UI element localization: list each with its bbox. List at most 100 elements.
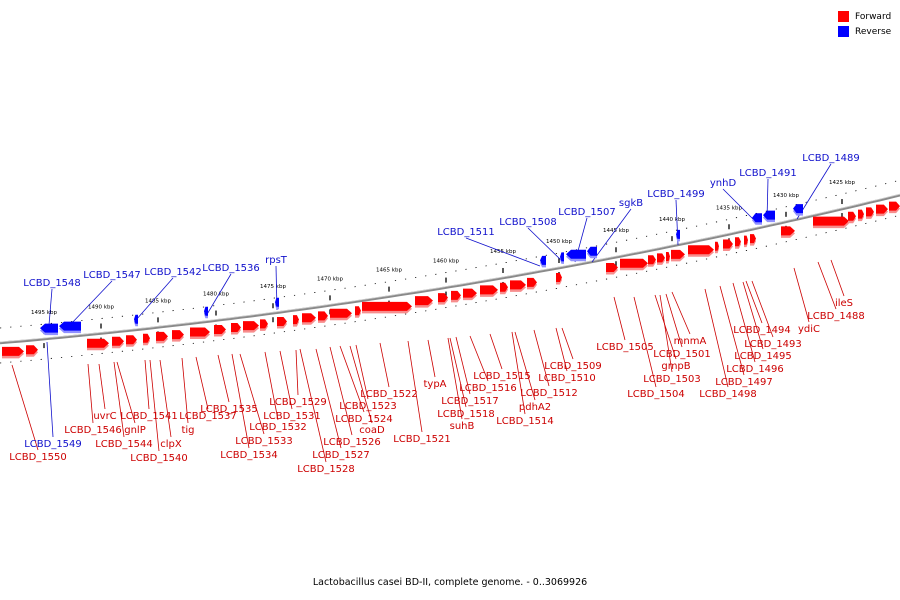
forward-gene-label: LCBD_1544 <box>95 439 153 450</box>
scale-label: 1445 kbp <box>603 228 629 234</box>
forward-gene <box>750 234 756 244</box>
forward-gene-label-leader <box>113 361 125 438</box>
legend-reverse: Reverse <box>838 24 898 39</box>
forward-gene <box>26 345 38 355</box>
forward-gene-label: LCBD_1550 <box>9 452 67 463</box>
forward-gene-label-leader <box>469 335 489 382</box>
legend-forward: Forward <box>838 9 898 24</box>
forward-gene-label-leader <box>181 357 189 424</box>
reverse-gene <box>134 314 138 324</box>
reverse-gene-label-leader <box>205 273 232 317</box>
reverse-gene <box>40 323 58 333</box>
forward-gene <box>112 336 124 346</box>
forward-gene-label: LCBD_1532 <box>249 422 307 433</box>
forward-gene-label: LCBD_1537 <box>179 411 237 422</box>
forward-gene <box>500 282 508 292</box>
forward-gene-label: typA <box>423 379 446 390</box>
forward-gene <box>735 237 741 247</box>
genome-caption: Lactobacillus casei BD-II, complete geno… <box>312 577 588 588</box>
forward-gene-label-leader <box>264 351 279 421</box>
forward-gene-label-leader <box>659 294 673 373</box>
reverse-gene-label: rpsT <box>265 255 288 266</box>
forward-gene-label-leader <box>427 339 436 378</box>
forward-gene-label-leader <box>87 363 94 424</box>
forward-gene-label-leader <box>159 359 172 438</box>
forward-gene <box>355 306 361 316</box>
forward-gene-label-leader <box>449 337 467 408</box>
reverse-gene <box>566 249 586 259</box>
scale-label: 1480 kbp <box>203 292 229 298</box>
forward-gene <box>688 245 714 255</box>
forward-gene-label: ydiC <box>798 324 820 335</box>
forward-gene-label: LCBD_1540 <box>130 453 188 464</box>
forward-gene-label-leader <box>455 336 471 395</box>
forward-gene-label-leader <box>654 294 677 360</box>
forward-gene-label-leader <box>349 345 373 424</box>
reverse-gene-label-leader <box>48 288 53 326</box>
upper-dotted-track <box>0 179 900 329</box>
forward-gene-label: gmpB <box>661 361 690 372</box>
forward-gene-label: LCBD_1531 <box>263 411 321 422</box>
forward-gene-label: pdhA2 <box>519 402 551 413</box>
forward-gene <box>231 323 241 332</box>
forward-gene <box>330 308 352 318</box>
forward-gene-label: LCBD_1518 <box>437 409 495 420</box>
forward-gene-label: LCBD_1496 <box>726 364 784 375</box>
reverse-gene-label-leader <box>591 208 632 263</box>
forward-gene-label-leader <box>817 261 837 310</box>
scale-label: 1430 kbp <box>773 193 799 199</box>
forward-gene-label-leader <box>742 281 764 350</box>
scale-label: 1460 kbp <box>433 259 459 265</box>
reverse-legend-label: Reverse <box>855 26 892 37</box>
forward-gene <box>781 226 795 236</box>
forward-swatch <box>838 11 849 22</box>
reverse-gene <box>59 321 81 331</box>
forward-gene-label: LCBD_1522 <box>360 389 418 400</box>
reverse-gene-label: LCBD_1508 <box>499 217 557 228</box>
forward-gene-label-leader <box>231 353 250 449</box>
forward-gene <box>620 258 648 268</box>
forward-gene-label: LCBD_1488 <box>807 311 865 322</box>
forward-gene-label-leader <box>533 329 550 387</box>
forward-gene-label: LCBD_1529 <box>269 397 327 408</box>
forward-gene-label-leader <box>514 331 536 401</box>
forward-gene <box>510 280 526 290</box>
forward-gene <box>648 255 656 265</box>
forward-gene <box>527 277 537 287</box>
forward-gene <box>889 201 900 211</box>
forward-gene-label-leader <box>745 280 763 324</box>
forward-gene-label-leader <box>315 348 342 449</box>
forward-gene-label-leader <box>561 327 574 360</box>
forward-gene-label: ileS <box>835 298 853 309</box>
forward-gene-label-leader <box>98 363 106 410</box>
forward-gene-label: LCBD_1541 <box>120 411 178 422</box>
forward-gene <box>744 235 748 245</box>
reverse-gene-label: LCBD_1511 <box>437 227 495 238</box>
forward-gene-label: LCBD_1517 <box>441 396 499 407</box>
reverse-gene-label-leader <box>46 341 54 438</box>
reverse-gene-label: LCBD_1542 <box>144 267 202 278</box>
reverse-gene <box>275 297 279 307</box>
forward-gene-label: LCBD_1535 <box>200 404 258 415</box>
scale-label: 1440 kbp <box>659 217 685 223</box>
scale-label: 1485 kbp <box>145 298 171 304</box>
forward-gene-label: LCBD_1503 <box>643 374 701 385</box>
forward-gene-label-leader <box>329 346 353 436</box>
forward-gene-label-leader <box>355 344 369 400</box>
forward-gene <box>318 311 328 321</box>
forward-gene-label: LCBD_1509 <box>544 361 602 372</box>
forward-gene-label: LCBD_1527 <box>312 450 370 461</box>
reverse-swatch <box>838 26 849 37</box>
reverse-gene-label: LCBD_1548 <box>23 278 81 289</box>
upper-track-dots <box>0 179 900 329</box>
backbone-line <box>0 193 900 345</box>
forward-gene-label-leader <box>719 285 745 376</box>
forward-gene-label-leader <box>732 282 756 363</box>
reverse-gene <box>540 255 546 265</box>
reverse-gene-label: LCBD_1536 <box>202 263 260 274</box>
forward-gene <box>277 317 287 326</box>
forward-gene <box>2 346 24 356</box>
forward-gene-label-leader <box>555 327 568 372</box>
reverse-gene-label-leader <box>722 188 757 223</box>
forward-gene-label: LCBD_1524 <box>335 414 393 425</box>
